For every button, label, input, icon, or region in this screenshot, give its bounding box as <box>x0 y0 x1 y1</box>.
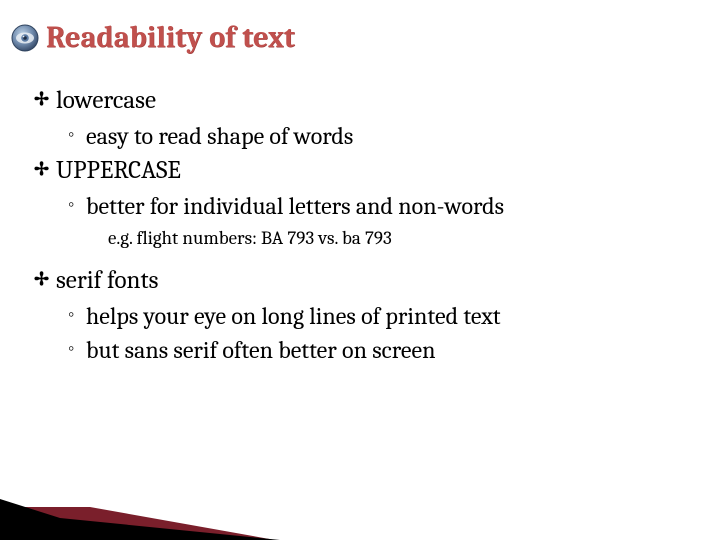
bullet-l2-icon: ◦ <box>68 300 86 330</box>
bullet-l2-icon: ◦ <box>68 190 86 220</box>
bullet-l1-icon: ✢ <box>34 264 56 294</box>
example-text: e.g. flight numbers: BA 793 vs. ba 793 <box>108 226 694 252</box>
list-subitem: ◦ helps your eye on long lines of printe… <box>68 300 694 332</box>
list-subitem: ◦ but sans serif often better on screen <box>68 334 694 366</box>
list-subitem: ◦ easy to read shape of words <box>68 120 694 152</box>
title-row: Readability of text <box>10 20 295 55</box>
bullet-l1-icon: ✢ <box>34 154 56 184</box>
list-item-text: UPPERCASE <box>56 154 181 188</box>
slide-title: Readability of text <box>46 20 295 55</box>
eye-icon <box>10 23 40 53</box>
bullet-l2-icon: ◦ <box>68 120 86 150</box>
corner-decoration-icon <box>0 485 280 540</box>
list-subitem-text: helps your eye on long lines of printed … <box>86 300 501 332</box>
slide-body: ✢ lowercase ◦ easy to read shape of word… <box>34 84 694 368</box>
list-item-text: lowercase <box>56 84 156 118</box>
list-subitem-text: but sans serif often better on screen <box>86 334 435 366</box>
list-subitem-text: easy to read shape of words <box>86 120 353 152</box>
list-item: ✢ lowercase <box>34 84 694 118</box>
list-item: ✢ UPPERCASE <box>34 154 694 188</box>
bullet-l1-icon: ✢ <box>34 84 56 114</box>
list-subitem: ◦ better for individual letters and non-… <box>68 190 694 222</box>
bullet-l2-icon: ◦ <box>68 334 86 364</box>
slide: Readability of text ✢ lowercase ◦ easy t… <box>0 0 720 540</box>
list-subitem-text: better for individual letters and non-wo… <box>86 190 504 222</box>
list-item-text: serif fonts <box>56 264 158 298</box>
list-item: ✢ serif fonts <box>34 264 694 298</box>
